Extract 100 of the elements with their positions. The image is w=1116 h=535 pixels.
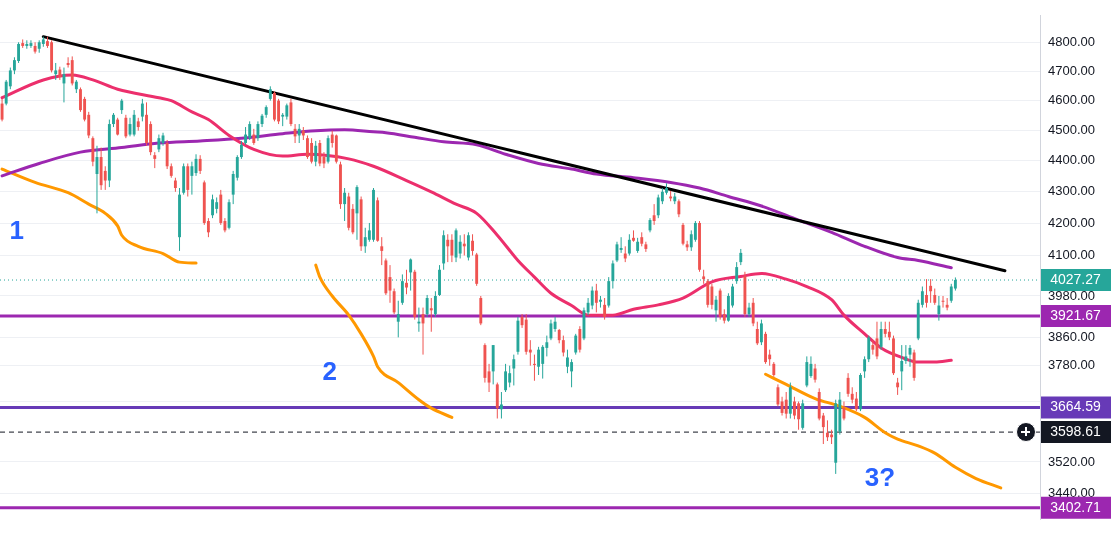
candlestick <box>363 227 367 254</box>
candlestick <box>887 321 891 341</box>
ref-line-label: 3921.67 <box>1050 306 1102 323</box>
candlestick <box>471 233 474 257</box>
candlestick <box>310 137 314 164</box>
candlestick <box>306 134 309 160</box>
candlestick <box>504 363 507 393</box>
candlestick <box>854 391 858 412</box>
line-series <box>314 263 454 419</box>
candlestick <box>293 123 297 144</box>
candlestick <box>805 355 809 388</box>
candlestick <box>343 187 347 222</box>
candlestick <box>900 344 904 391</box>
ref-line-label: 4027.27 <box>1050 270 1102 287</box>
candlestick <box>405 269 408 295</box>
candlestick <box>495 382 499 420</box>
candlestick <box>380 236 384 266</box>
candlestick <box>867 335 871 363</box>
y-tick-label: 4600.00 <box>1048 91 1095 107</box>
candlestick <box>611 259 615 290</box>
candlestick <box>297 123 301 144</box>
candlestick <box>656 194 660 219</box>
candlestick <box>248 120 252 141</box>
candlestick <box>780 396 784 417</box>
candlestick <box>784 391 788 420</box>
candlestick <box>425 294 429 318</box>
candlestick <box>925 278 928 309</box>
y-tick-label: 4500.00 <box>1048 121 1095 137</box>
candlestick <box>541 344 545 380</box>
candlestick <box>863 355 867 379</box>
candlestick <box>570 358 574 388</box>
candlestick <box>706 278 710 309</box>
y-tick-label: 4100.00 <box>1048 247 1095 263</box>
candlestick <box>396 300 400 338</box>
candlestick <box>594 283 598 313</box>
candlestick <box>590 286 594 310</box>
y-tick-label: 4700.00 <box>1048 62 1095 78</box>
candlestick <box>619 236 623 254</box>
y-tick-label: 4300.00 <box>1048 183 1095 199</box>
candlestick <box>929 278 933 304</box>
candlestick <box>793 396 796 420</box>
candlestick <box>755 321 759 346</box>
y-tick-label: 3860.00 <box>1048 328 1095 344</box>
candlestick <box>846 372 850 398</box>
y-tick-label: 4400.00 <box>1048 151 1095 167</box>
candlestick <box>644 241 648 253</box>
candlestick <box>566 349 569 374</box>
candlestick <box>776 383 780 407</box>
candlestick <box>937 295 941 322</box>
candlestick <box>508 365 512 388</box>
annotation: 2 <box>322 356 337 387</box>
candlestick <box>871 339 875 356</box>
y-tick-label: 3520.00 <box>1048 453 1095 469</box>
candlestick <box>433 290 437 318</box>
candlestick <box>945 297 949 311</box>
candlestick <box>759 319 763 346</box>
candlestick <box>165 139 169 170</box>
candlestick <box>458 234 462 259</box>
candlestick <box>537 346 541 376</box>
candlestick <box>198 154 202 175</box>
candlestick <box>904 344 908 365</box>
candlestick <box>652 203 656 226</box>
ref-line-label: 3402.71 <box>1050 498 1102 515</box>
annotation: 3? <box>864 462 896 493</box>
candlestick <box>685 240 689 252</box>
annotation: 1 <box>9 215 24 246</box>
candlestick <box>561 335 565 357</box>
candlestick <box>627 233 631 257</box>
candlestick <box>603 297 607 321</box>
candlestick <box>499 391 503 420</box>
candlestick <box>326 134 330 164</box>
candlestick <box>693 220 697 243</box>
candlestick <box>578 325 582 353</box>
candlestick <box>735 261 739 285</box>
candlestick <box>466 231 470 261</box>
line-series <box>0 167 198 265</box>
y-tick-label: 3980.00 <box>1048 287 1095 303</box>
candlestick <box>256 120 260 142</box>
candlestick <box>186 162 190 198</box>
candlestick <box>392 288 396 315</box>
candlestick <box>140 98 144 122</box>
ref-line-label: 3664.59 <box>1050 398 1102 415</box>
candlestick <box>318 139 322 167</box>
candlestick <box>190 161 194 196</box>
candlestick <box>446 233 450 263</box>
ref-line-label: 3598.61 <box>1050 422 1102 439</box>
y-tick-label: 3780.00 <box>1048 357 1095 373</box>
candlestick <box>710 283 714 310</box>
candlestick <box>132 109 136 137</box>
candlestick <box>211 194 214 219</box>
candlestick <box>314 140 318 167</box>
candlestick <box>533 354 536 382</box>
line-series <box>764 372 1003 490</box>
candlestick <box>553 316 557 333</box>
y-tick-label: 4800.00 <box>1048 34 1095 50</box>
candlestick <box>949 283 953 304</box>
candlestick <box>826 419 829 442</box>
candlestick <box>751 297 755 327</box>
candlestick <box>879 321 883 351</box>
candlestick <box>429 297 433 333</box>
